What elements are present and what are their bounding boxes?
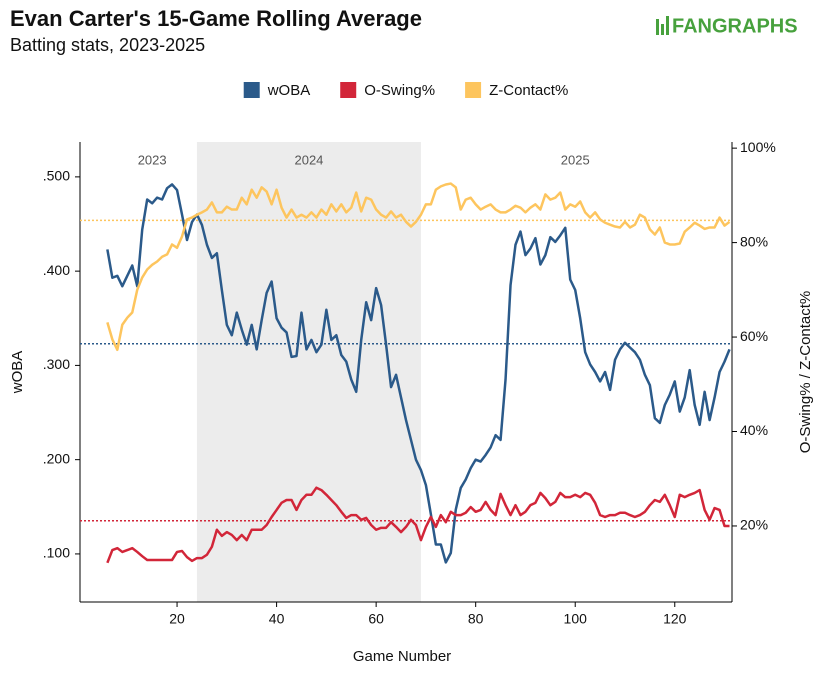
legend: wOBA O-Swing% Z-Contact% bbox=[243, 82, 568, 99]
logo: FANGRAPHS bbox=[656, 15, 798, 37]
legend-label: O-Swing% bbox=[364, 82, 435, 99]
chart-subtitle: Batting stats, 2023-2025 bbox=[10, 35, 205, 55]
x-tick-label: 20 bbox=[169, 611, 185, 627]
legend-label: Z-Contact% bbox=[489, 82, 568, 99]
logo-bar bbox=[661, 24, 664, 35]
y-tick-label: .100 bbox=[43, 545, 70, 561]
period-label: 2023 bbox=[138, 152, 167, 167]
x-tick-label: 40 bbox=[269, 611, 285, 627]
y2-tick-label: 80% bbox=[740, 233, 768, 249]
series-line bbox=[106, 182, 731, 352]
legend-swatch bbox=[465, 82, 482, 98]
period-label: 2025 bbox=[561, 152, 590, 167]
y-axis-label: wOBA bbox=[9, 351, 26, 395]
logo-text: FANGRAPHS bbox=[672, 15, 798, 37]
x-tick-label: 100 bbox=[564, 611, 588, 627]
y-tick-label: .300 bbox=[43, 356, 70, 372]
chart-title: Evan Carter's 15-Game Rolling Average bbox=[10, 6, 422, 31]
x-axis-label: Game Number bbox=[353, 648, 451, 665]
series-line bbox=[106, 486, 730, 564]
y-tick-label: .200 bbox=[43, 450, 70, 466]
x-tick-label: 80 bbox=[468, 611, 484, 627]
legend-label: wOBA bbox=[267, 82, 311, 99]
y2-tick-label: 60% bbox=[740, 328, 768, 344]
logo-bar bbox=[656, 19, 659, 35]
logo-bar bbox=[666, 16, 669, 35]
y2-axis-label: O-Swing% / Z-Contact% bbox=[797, 291, 814, 454]
period-shade bbox=[196, 142, 421, 602]
legend-swatch bbox=[243, 82, 260, 98]
y-tick-label: .400 bbox=[43, 262, 70, 278]
legend-swatch bbox=[340, 82, 357, 98]
y2-tick-label: 20% bbox=[740, 517, 768, 533]
x-tick-label: 60 bbox=[368, 611, 384, 627]
y-tick-label: .500 bbox=[43, 168, 70, 184]
y2-tick-label: 40% bbox=[740, 422, 768, 438]
period-label: 2024 bbox=[294, 152, 323, 167]
y2-tick-label: 100% bbox=[740, 139, 776, 155]
x-tick-label: 120 bbox=[663, 611, 687, 627]
series-line bbox=[106, 183, 731, 564]
